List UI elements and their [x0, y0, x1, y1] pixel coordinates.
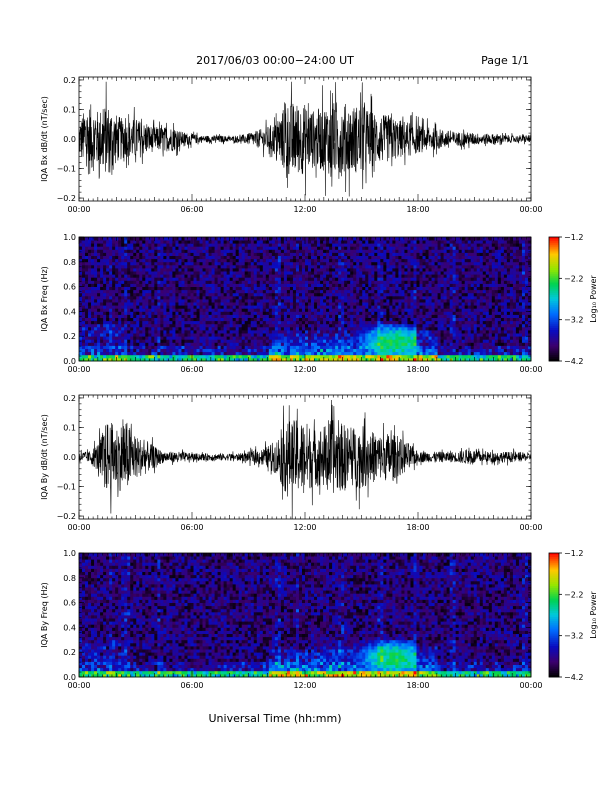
x-tick-label: 18:00: [406, 205, 429, 214]
series-line: [78, 400, 532, 519]
colorbar-tick-label: −3.2: [564, 316, 583, 325]
colorbar-label: Log₁₀ Power: [589, 591, 598, 639]
y-tick-label: −0.1: [57, 165, 76, 174]
x-tick-label: 06:00: [180, 681, 203, 690]
spectrogram-cells: [79, 237, 532, 362]
x-tick-label: 12:00: [293, 681, 316, 690]
series-line: [78, 81, 532, 197]
y-tick-label: 0.0: [63, 453, 76, 462]
y-axis-label: IQA Bx Freq (Hz): [40, 266, 49, 332]
colorbar-tick-label: −4.2: [564, 673, 583, 682]
x-tick-label: 06:00: [180, 523, 203, 532]
x-tick-label: 18:00: [406, 681, 429, 690]
y-tick-label: −0.2: [57, 512, 76, 521]
y-tick-label: 0.2: [63, 332, 76, 341]
x-ticks: [78, 395, 532, 519]
x-tick-label: 00:00: [67, 205, 90, 214]
y-axis-label: IQA By Freq (Hz): [40, 582, 49, 648]
x-axis-label: Universal Time (hh:mm): [209, 712, 342, 725]
x-tick-label: 06:00: [180, 365, 203, 374]
x-tick-label: 12:00: [293, 365, 316, 374]
y-tick-label: 1.0: [63, 233, 76, 242]
y-tick-label: 0.0: [63, 673, 76, 682]
x-tick-label: 00:00: [67, 681, 90, 690]
y-tick-label: 0.1: [63, 423, 76, 432]
panel-3: 00:00 06:00 12:00 18:00 00:00 −0.2 −0.1 0.0 0.1 0…: [40, 394, 543, 532]
y-tick-label: −0.2: [57, 194, 76, 203]
y-tick-label: 0.8: [63, 574, 76, 583]
y-tick-label: 0.0: [63, 135, 76, 144]
y-axis-label: IQA Bx dB/dt (nT/sec): [40, 96, 49, 182]
colorbar-tick-label: −2.2: [564, 590, 583, 599]
panel-2: −1.2 −2.2 −3.2 −4.2 Log₁₀ Power 00:00 06:00 12:…: [40, 233, 598, 374]
x-ticks: [78, 553, 532, 677]
y-tick-label: 0.4: [63, 307, 76, 316]
x-tick-label: 00:00: [519, 523, 542, 532]
y-tick-label: 0.0: [63, 357, 76, 366]
x-tick-label: 06:00: [180, 205, 203, 214]
x-tick-label: 18:00: [406, 523, 429, 532]
x-ticks: [78, 77, 532, 201]
y-tick-label: 0.8: [63, 258, 76, 267]
y-ticks: [79, 397, 531, 517]
x-ticks: [78, 237, 532, 361]
y-tick-label: 1.0: [63, 549, 76, 558]
y-tick-label: 0.2: [63, 394, 76, 403]
x-tick-label: 18:00: [406, 365, 429, 374]
y-tick-label: 0.1: [63, 105, 76, 114]
x-tick-label: 00:00: [519, 681, 542, 690]
colorbar-tick-label: −1.2: [564, 549, 583, 558]
colorbar-tick-label: −4.2: [564, 357, 583, 366]
x-tick-label: 00:00: [519, 205, 542, 214]
spectrogram-cells: [79, 553, 532, 678]
y-axis-label: IQA By dB/dt (nT/sec): [40, 414, 49, 500]
y-ticks: [79, 236, 531, 362]
colorbar-label: Log₁₀ Power: [589, 275, 598, 323]
x-tick-label: 00:00: [67, 365, 90, 374]
y-ticks: [79, 79, 531, 199]
y-tick-label: 0.6: [63, 599, 76, 608]
colorbar: −1.2 −2.2 −3.2 −4.2 Log₁₀ Power: [548, 233, 598, 366]
y-tick-label: 0.2: [63, 76, 76, 85]
y-tick-label: −0.1: [57, 483, 76, 492]
colorbar-tick-label: −3.2: [564, 632, 583, 641]
panel-4: −1.2 −2.2 −3.2 −4.2 Log₁₀ Power 00:00 06:00 12:…: [40, 549, 598, 690]
x-tick-label: 00:00: [67, 523, 90, 532]
x-tick-label: 12:00: [293, 523, 316, 532]
colorbar: −1.2 −2.2 −3.2 −4.2 Log₁₀ Power: [548, 549, 598, 682]
y-tick-label: 0.2: [63, 648, 76, 657]
y-tick-label: 0.4: [63, 623, 76, 632]
colorbar-tick-label: −1.2: [564, 233, 583, 242]
panel-1: 00:00 06:00 12:00 18:00 00:00 −0.2 −0.1 0.0 0.1 0…: [40, 76, 543, 214]
page-number: Page 1/1: [481, 54, 529, 67]
y-tick-label: 0.6: [63, 283, 76, 292]
colorbar-tick-label: −2.2: [564, 274, 583, 283]
x-tick-label: 12:00: [293, 205, 316, 214]
y-ticks: [79, 552, 531, 678]
page-title: 2017/06/03 00:00−24:00 UT: [196, 54, 354, 67]
x-tick-label: 00:00: [519, 365, 542, 374]
